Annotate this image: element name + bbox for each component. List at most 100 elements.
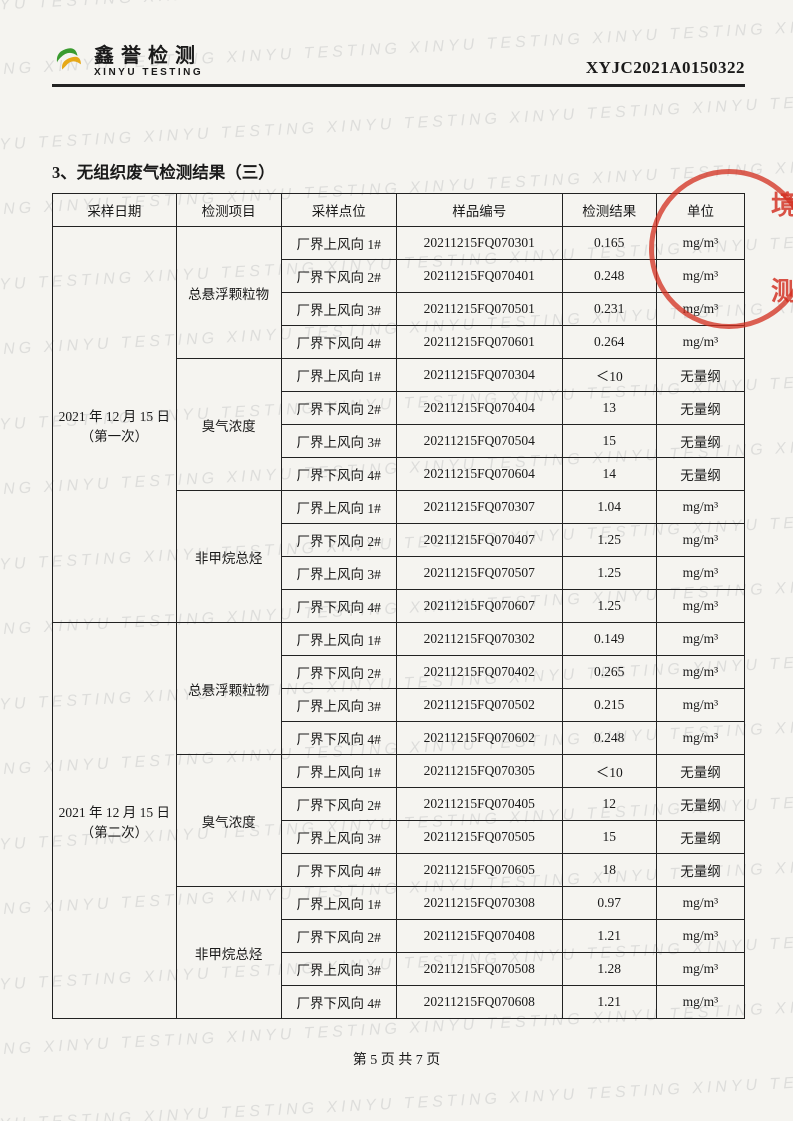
cell-result: ＜10 <box>562 755 656 788</box>
brand-name-cn: 鑫誉检测 <box>94 45 203 67</box>
cell-unit: 无量纲 <box>656 755 744 788</box>
cell-sample: 20211215FQ070407 <box>396 524 562 557</box>
table-row: 2021 年 12 月 15 日（第二次）总悬浮颗粒物厂界上风向 1#20211… <box>53 623 745 656</box>
document-number: XYJC2021A0150322 <box>586 58 745 78</box>
cell-unit: mg/m³ <box>656 656 744 689</box>
cell-loc: 厂界上风向 3# <box>281 689 396 722</box>
cell-sample: 20211215FQ070507 <box>396 557 562 590</box>
cell-sample: 20211215FQ070405 <box>396 788 562 821</box>
cell-result: 18 <box>562 854 656 887</box>
cell-sample: 20211215FQ070401 <box>396 260 562 293</box>
cell-result: 1.21 <box>562 986 656 1019</box>
cell-loc: 厂界下风向 2# <box>281 260 396 293</box>
cell-unit: 无量纲 <box>656 359 744 392</box>
cell-sample: 20211215FQ070505 <box>396 821 562 854</box>
cell-loc: 厂界下风向 4# <box>281 590 396 623</box>
cell-sample: 20211215FQ070605 <box>396 854 562 887</box>
cell-unit: mg/m³ <box>656 689 744 722</box>
cell-loc: 厂界上风向 3# <box>281 293 396 326</box>
cell-loc: 厂界上风向 3# <box>281 425 396 458</box>
cell-unit: 无量纲 <box>656 788 744 821</box>
cell-result: 0.97 <box>562 887 656 920</box>
cell-unit: mg/m³ <box>656 920 744 953</box>
cell-result: 1.25 <box>562 524 656 557</box>
cell-result: 0.231 <box>562 293 656 326</box>
stamp-char: 测 <box>771 271 793 308</box>
cell-loc: 厂界上风向 3# <box>281 821 396 854</box>
cell-loc: 厂界下风向 4# <box>281 854 396 887</box>
cell-unit: mg/m³ <box>656 887 744 920</box>
cell-sample: 20211215FQ070508 <box>396 953 562 986</box>
cell-sample: 20211215FQ070301 <box>396 227 562 260</box>
cell-unit: mg/m³ <box>656 722 744 755</box>
cell-sample: 20211215FQ070502 <box>396 689 562 722</box>
brand: 鑫誉检测 XINYU TESTING <box>52 44 203 78</box>
cell-result: 1.21 <box>562 920 656 953</box>
cell-sample: 20211215FQ070307 <box>396 491 562 524</box>
cell-unit: mg/m³ <box>656 491 744 524</box>
cell-sample: 20211215FQ070402 <box>396 656 562 689</box>
cell-loc: 厂界下风向 2# <box>281 920 396 953</box>
cell-item: 总悬浮颗粒物 <box>176 227 281 359</box>
cell-loc: 厂界上风向 1# <box>281 755 396 788</box>
header-rule <box>52 84 745 87</box>
cell-sample: 20211215FQ070404 <box>396 392 562 425</box>
col-result: 检测结果 <box>562 194 656 227</box>
cell-loc: 厂界下风向 4# <box>281 986 396 1019</box>
cell-sample: 20211215FQ070602 <box>396 722 562 755</box>
cell-result: 0.264 <box>562 326 656 359</box>
page: 鑫誉检测 XINYU TESTING XYJC2021A0150322 3、无组… <box>0 0 793 1121</box>
cell-loc: 厂界下风向 4# <box>281 326 396 359</box>
cell-loc: 厂界上风向 3# <box>281 953 396 986</box>
cell-loc: 厂界下风向 2# <box>281 524 396 557</box>
cell-result: 1.25 <box>562 557 656 590</box>
cell-result: 0.149 <box>562 623 656 656</box>
cell-result: 15 <box>562 821 656 854</box>
col-sample: 样品编号 <box>396 194 562 227</box>
cell-item: 非甲烷总烃 <box>176 491 281 623</box>
page-header: 鑫誉检测 XINYU TESTING XYJC2021A0150322 <box>52 44 745 82</box>
cell-date: 2021 年 12 月 15 日（第一次） <box>53 227 177 623</box>
cell-unit: mg/m³ <box>656 326 744 359</box>
cell-sample: 20211215FQ070304 <box>396 359 562 392</box>
cell-result: 0.248 <box>562 260 656 293</box>
cell-result: ＜10 <box>562 359 656 392</box>
cell-unit: mg/m³ <box>656 953 744 986</box>
cell-sample: 20211215FQ070601 <box>396 326 562 359</box>
cell-unit: mg/m³ <box>656 986 744 1019</box>
cell-loc: 厂界上风向 3# <box>281 557 396 590</box>
cell-item: 非甲烷总烃 <box>176 887 281 1019</box>
results-table: 采样日期 检测项目 采样点位 样品编号 检测结果 单位 2021 年 12 月 … <box>52 193 745 1019</box>
brand-logo-icon <box>52 44 86 78</box>
cell-unit: mg/m³ <box>656 590 744 623</box>
cell-loc: 厂界下风向 2# <box>281 788 396 821</box>
brand-name-en: XINYU TESTING <box>94 67 203 78</box>
cell-loc: 厂界上风向 1# <box>281 359 396 392</box>
cell-result: 0.248 <box>562 722 656 755</box>
cell-loc: 厂界下风向 2# <box>281 392 396 425</box>
cell-result: 12 <box>562 788 656 821</box>
col-loc: 采样点位 <box>281 194 396 227</box>
cell-unit: 无量纲 <box>656 425 744 458</box>
cell-result: 0.215 <box>562 689 656 722</box>
cell-sample: 20211215FQ070408 <box>396 920 562 953</box>
cell-unit: mg/m³ <box>656 524 744 557</box>
col-date: 采样日期 <box>53 194 177 227</box>
cell-result: 0.165 <box>562 227 656 260</box>
cell-result: 13 <box>562 392 656 425</box>
cell-loc: 厂界下风向 4# <box>281 458 396 491</box>
cell-result: 14 <box>562 458 656 491</box>
cell-unit: 无量纲 <box>656 854 744 887</box>
cell-sample: 20211215FQ070501 <box>396 293 562 326</box>
cell-sample: 20211215FQ070604 <box>396 458 562 491</box>
red-seal-icon: 境 测 <box>767 175 793 325</box>
section-title: 3、无组织废气检测结果（三） <box>52 159 745 183</box>
stamp-char: 境 <box>771 185 793 222</box>
cell-sample: 20211215FQ070607 <box>396 590 562 623</box>
cell-unit: mg/m³ <box>656 623 744 656</box>
page-footer: 第 5 页 共 7 页 <box>0 1049 793 1069</box>
col-item: 检测项目 <box>176 194 281 227</box>
cell-loc: 厂界上风向 1# <box>281 623 396 656</box>
cell-unit: 无量纲 <box>656 458 744 491</box>
cell-item: 臭气浓度 <box>176 755 281 887</box>
